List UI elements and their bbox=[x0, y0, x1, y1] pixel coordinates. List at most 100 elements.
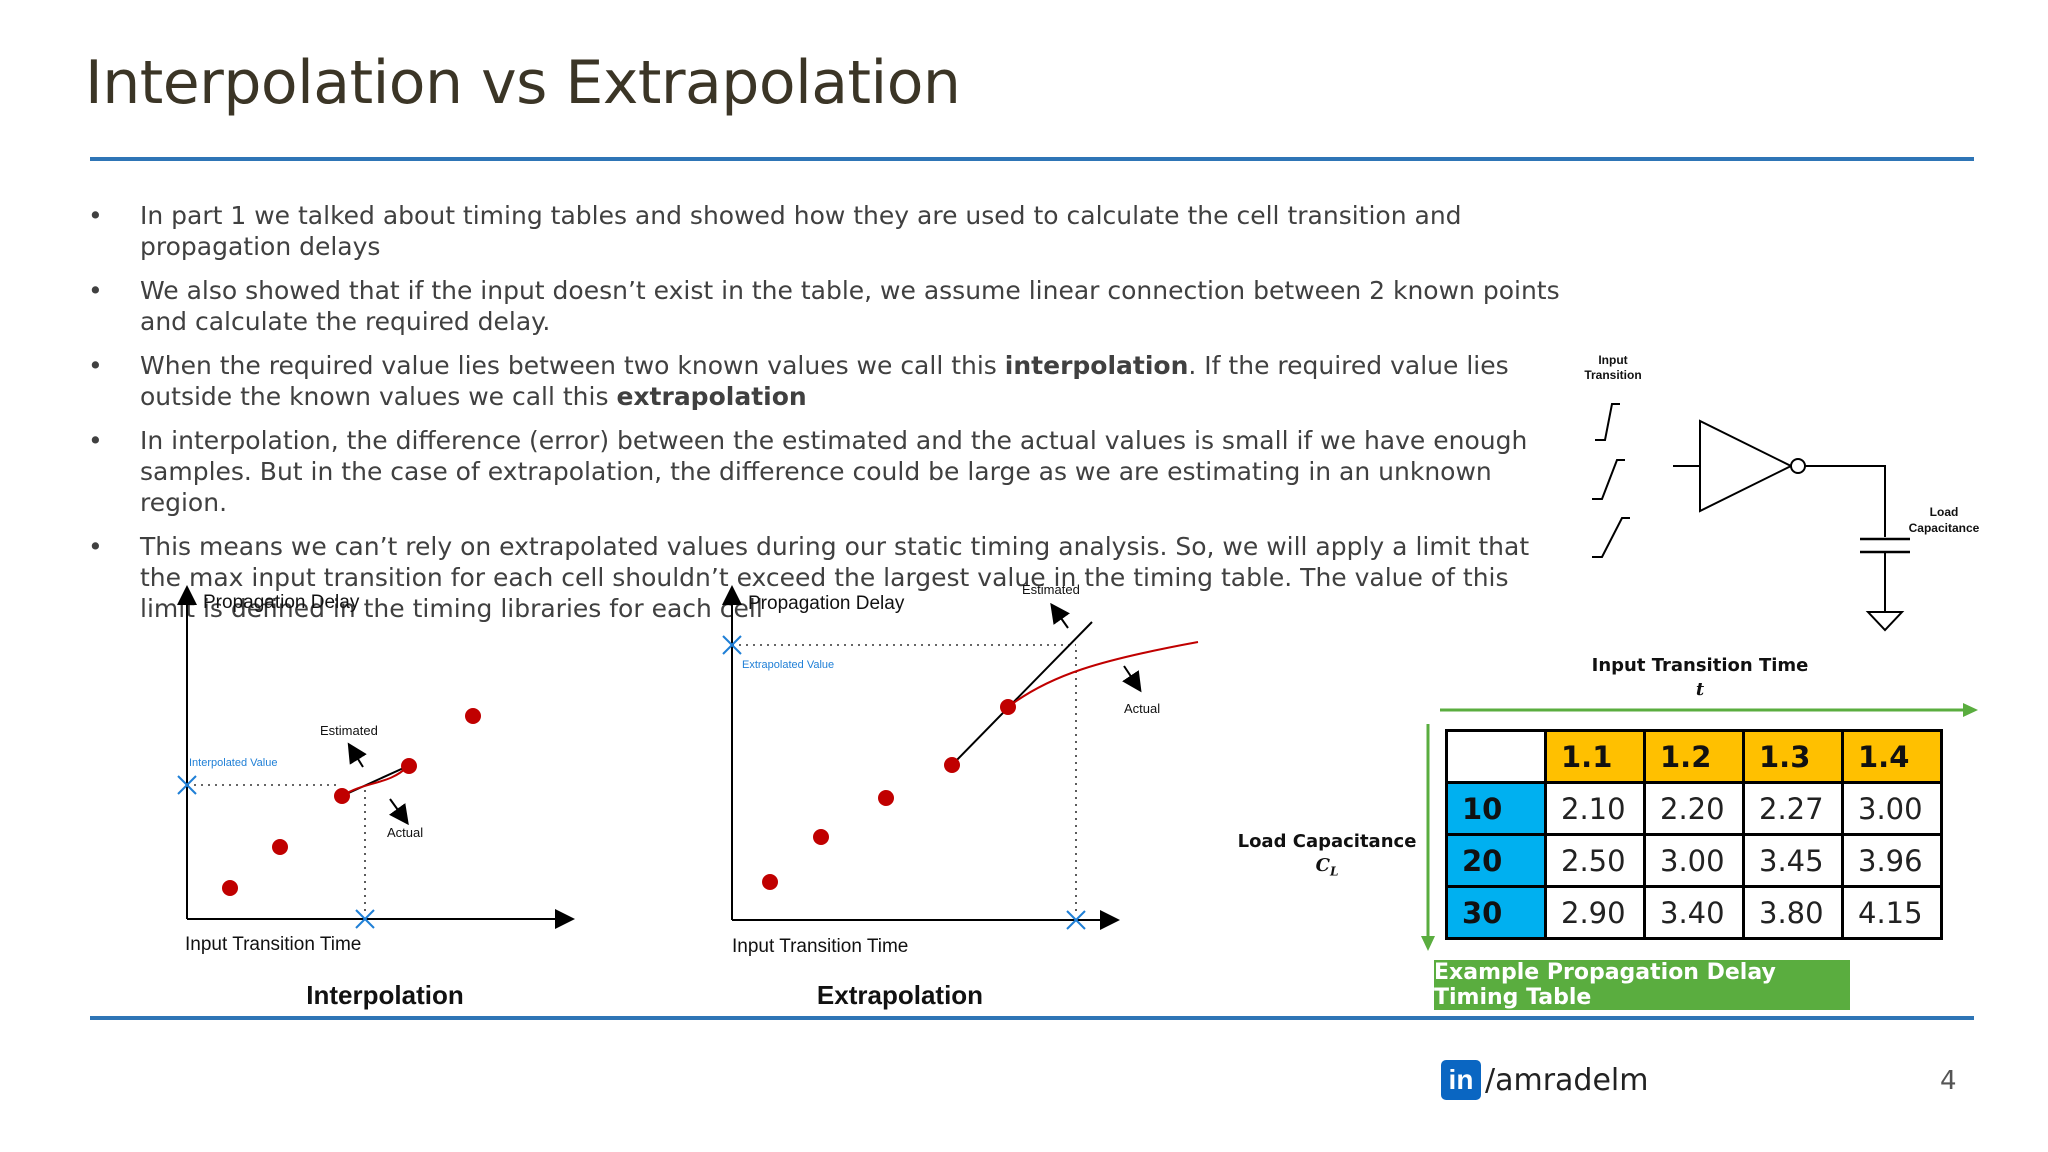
medium-transition-waveform bbox=[1592, 459, 1625, 500]
column-axis-symbol: t bbox=[1695, 679, 1705, 700]
interpolation-plot: Propagation Delay Input Transition Time … bbox=[177, 585, 575, 955]
bullet-emphasis: extrapolation bbox=[616, 382, 807, 411]
bullet-marker: • bbox=[88, 201, 103, 230]
bullet-item: • We also showed that if the input doesn’… bbox=[88, 275, 1568, 337]
data-point bbox=[465, 708, 481, 724]
bullet-marker: • bbox=[88, 532, 103, 561]
table-cell: 2.20 bbox=[1643, 781, 1745, 836]
table-cell: 3.80 bbox=[1742, 885, 1844, 940]
actual-arrow bbox=[389, 798, 409, 826]
bullet-item: • When the required value lies between tw… bbox=[88, 350, 1568, 412]
bullet-item: • In part 1 we talked about timing tables… bbox=[88, 200, 1568, 262]
timing-table: 1.1 1.2 1.3 1.4 10 2.10 2.20 2.27 3.00 2… bbox=[1445, 729, 1943, 940]
extrapolation-caption: Extrapolation bbox=[816, 980, 984, 1010]
slow-transition-waveform bbox=[1592, 517, 1630, 558]
table-cell: 3.40 bbox=[1643, 885, 1745, 940]
load-capacitance-label: Capacitance bbox=[1909, 521, 1980, 535]
data-point bbox=[944, 757, 960, 773]
x-value-marker bbox=[355, 909, 375, 929]
bullet-text: This means we can’t rely on extrapolated… bbox=[140, 532, 1530, 623]
row-axis-title: Load Capacitance bbox=[1237, 831, 1417, 852]
table-header-row: 1.1 1.2 1.3 1.4 bbox=[1445, 729, 1943, 784]
data-point bbox=[401, 758, 417, 774]
extrapolated-value-label: Extrapolated Value bbox=[742, 659, 834, 671]
row-header-cell: 30 bbox=[1445, 885, 1547, 940]
bullet-text: When the required value lies between two… bbox=[140, 351, 1005, 380]
interpolated-value-marker bbox=[177, 775, 197, 795]
inverter-circuit-diagram: Input Transition Load Capacitance bbox=[1584, 353, 1980, 632]
bullet-list: • In part 1 we talked about timing tables… bbox=[88, 200, 1568, 637]
row-axis-arrow bbox=[1421, 724, 1435, 951]
bullet-marker: • bbox=[88, 276, 103, 305]
estimated-arrow bbox=[1050, 602, 1070, 629]
bullet-text: We also showed that if the input doesn’t… bbox=[140, 276, 1560, 336]
actual-arrow bbox=[1122, 665, 1142, 693]
data-point bbox=[813, 829, 829, 845]
bullet-marker: • bbox=[88, 351, 103, 380]
estimated-label: Estimated bbox=[320, 723, 378, 738]
row-header-cell: 20 bbox=[1445, 833, 1547, 888]
x-axis-label: Input Transition Time bbox=[185, 934, 361, 955]
linkedin-handle-text[interactable]: /amradelm bbox=[1485, 1062, 1649, 1098]
row-header-cell: 10 bbox=[1445, 781, 1547, 836]
table-cell: 2.90 bbox=[1544, 885, 1646, 940]
estimated-line bbox=[951, 621, 1093, 766]
column-header-cell: 1.4 bbox=[1841, 729, 1943, 784]
data-point bbox=[334, 788, 350, 804]
table-cell: 3.45 bbox=[1742, 833, 1844, 888]
bullet-text: . If the required value lies outside the… bbox=[140, 351, 1509, 411]
slide-title: Interpolation vs Extrapolation bbox=[85, 48, 961, 118]
data-point bbox=[1000, 699, 1016, 715]
column-header-cell: 1.2 bbox=[1643, 729, 1745, 784]
row-axis-symbol: CL bbox=[1315, 855, 1339, 879]
input-transition-label: Input bbox=[1598, 353, 1627, 367]
y-axis-label: Propagation Delay bbox=[748, 593, 905, 614]
table-cell: 4.15 bbox=[1841, 885, 1943, 940]
interpolation-caption: Interpolation bbox=[306, 980, 464, 1010]
table-cell: 3.96 bbox=[1841, 833, 1943, 888]
linkedin-icon[interactable]: in bbox=[1441, 1060, 1481, 1100]
bullet-marker: • bbox=[88, 426, 103, 455]
bullet-item: • This means we can’t rely on extrapolate… bbox=[88, 531, 1568, 624]
x-axis-label: Input Transition Time bbox=[732, 936, 908, 957]
table-row: 10 2.10 2.20 2.27 3.00 bbox=[1445, 781, 1943, 836]
column-axis-title: Input Transition Time bbox=[1591, 655, 1809, 676]
inverter-bubble bbox=[1790, 458, 1806, 474]
table-cell: 2.10 bbox=[1544, 781, 1646, 836]
data-point bbox=[762, 874, 778, 890]
extrapolation-plot: Propagation Delay Input Transition Time … bbox=[722, 582, 1199, 957]
bullet-text: In part 1 we talked about timing tables … bbox=[140, 201, 1462, 261]
table-row: 20 2.50 3.00 3.45 3.96 bbox=[1445, 833, 1943, 888]
table-caption-banner: Example Propagation Delay Timing Table bbox=[1434, 960, 1850, 1010]
data-point bbox=[272, 839, 288, 855]
extrapolated-value-marker bbox=[722, 635, 742, 655]
bottom-divider bbox=[90, 1016, 1974, 1020]
table-cell: 3.00 bbox=[1643, 833, 1745, 888]
bullet-item: • In interpolation, the difference (error… bbox=[88, 425, 1568, 518]
input-transition-label: Transition bbox=[1584, 368, 1641, 382]
fast-transition-waveform bbox=[1595, 403, 1620, 441]
table-corner-cell bbox=[1445, 729, 1547, 784]
data-point bbox=[222, 880, 238, 896]
top-divider bbox=[90, 157, 1974, 161]
page-number: 4 bbox=[1940, 1066, 1957, 1096]
output-wire bbox=[1805, 465, 1886, 537]
actual-label: Actual bbox=[1124, 701, 1160, 716]
table-cell: 3.00 bbox=[1841, 781, 1943, 836]
x-value-marker bbox=[1066, 910, 1086, 930]
bullet-text: In interpolation, the difference (error)… bbox=[140, 426, 1528, 517]
estimated-label: Estimated bbox=[1022, 582, 1080, 597]
inverter-gate bbox=[1699, 419, 1794, 513]
actual-curve bbox=[1007, 641, 1199, 708]
ground-icon bbox=[1865, 611, 1905, 632]
table-row: 30 2.90 3.40 3.80 4.15 bbox=[1445, 885, 1943, 940]
column-header-cell: 1.1 bbox=[1544, 729, 1646, 784]
table-cell: 2.27 bbox=[1742, 781, 1844, 836]
linkedin-handle[interactable]: in /amradelm bbox=[1441, 1060, 1649, 1100]
data-point bbox=[878, 790, 894, 806]
column-axis-arrow bbox=[1440, 703, 1978, 717]
bullet-emphasis: interpolation bbox=[1004, 351, 1189, 380]
y-axis-label: Propagation Delay bbox=[203, 592, 360, 613]
estimated-arrow bbox=[347, 742, 367, 768]
interpolated-value-label: Interpolated Value bbox=[189, 757, 277, 769]
